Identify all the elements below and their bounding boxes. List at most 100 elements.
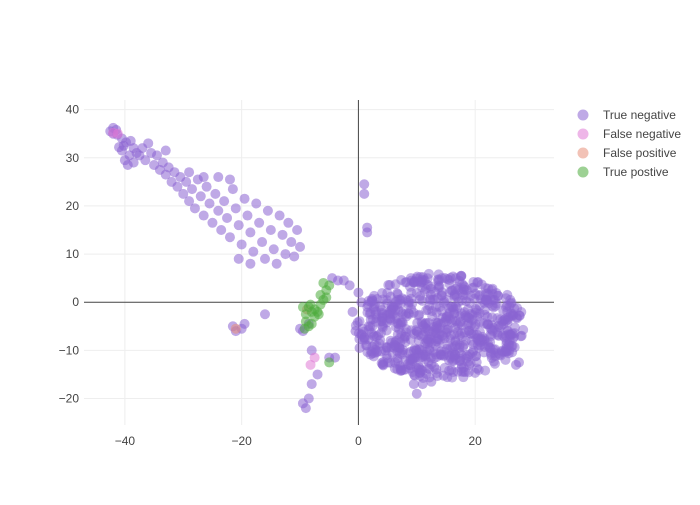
point-true-negative[interactable] (219, 196, 230, 207)
point-true-negative[interactable] (427, 311, 438, 322)
point-true-negative[interactable] (245, 227, 256, 238)
point-true-negative[interactable] (507, 328, 518, 339)
point-true-negative[interactable] (198, 172, 209, 183)
point-true-negative[interactable] (370, 316, 381, 327)
point-true-negative[interactable] (277, 229, 288, 240)
point-true-negative[interactable] (204, 198, 215, 209)
point-true-negative[interactable] (265, 225, 276, 235)
point-true-negative[interactable] (485, 343, 496, 354)
point-true-negative[interactable] (227, 184, 238, 195)
point-true-negative[interactable] (213, 205, 224, 216)
point-true-negative[interactable] (431, 368, 442, 379)
point-true-negative[interactable] (456, 327, 467, 338)
point-true-negative[interactable] (239, 318, 250, 329)
point-true-postive[interactable] (318, 277, 329, 288)
point-true-negative[interactable] (411, 388, 422, 399)
point-true-negative[interactable] (292, 225, 303, 235)
point-true-negative[interactable] (424, 300, 435, 311)
point-true-negative[interactable] (233, 253, 244, 264)
point-true-negative[interactable] (467, 310, 478, 321)
point-true-negative[interactable] (429, 346, 440, 357)
point-true-negative[interactable] (257, 237, 268, 248)
point-true-negative[interactable] (230, 203, 241, 214)
point-true-negative[interactable] (410, 325, 421, 336)
point-true-negative[interactable] (413, 335, 424, 346)
point-true-negative[interactable] (423, 268, 434, 279)
point-true-negative[interactable] (251, 198, 262, 209)
point-true-negative[interactable] (376, 305, 387, 316)
point-true-negative[interactable] (491, 288, 502, 299)
point-true-postive[interactable] (306, 318, 317, 329)
point-true-negative[interactable] (210, 188, 221, 199)
point-true-negative[interactable] (406, 287, 417, 298)
point-true-negative[interactable] (143, 138, 154, 149)
point-true-negative[interactable] (456, 287, 467, 298)
point-true-negative[interactable] (195, 191, 206, 202)
point-true-negative[interactable] (268, 244, 279, 255)
point-true-negative[interactable] (455, 271, 466, 282)
point-true-negative[interactable] (502, 289, 513, 300)
legend-item-true-postive[interactable]: True postive (577, 165, 669, 179)
point-true-negative[interactable] (289, 251, 300, 262)
point-false-positive[interactable] (230, 323, 241, 334)
point-true-negative[interactable] (242, 210, 253, 221)
point-true-negative[interactable] (456, 363, 467, 374)
point-true-negative[interactable] (259, 309, 270, 320)
point-true-negative[interactable] (421, 336, 432, 347)
point-true-negative[interactable] (201, 181, 212, 192)
point-true-negative[interactable] (365, 349, 376, 360)
point-true-negative[interactable] (262, 205, 273, 216)
point-true-negative[interactable] (404, 360, 415, 371)
point-true-negative[interactable] (473, 364, 484, 375)
point-true-negative[interactable] (512, 303, 523, 314)
point-true-negative[interactable] (350, 326, 361, 337)
point-true-negative[interactable] (363, 324, 374, 335)
point-true-negative[interactable] (400, 331, 411, 342)
point-true-negative[interactable] (286, 237, 297, 248)
point-true-negative[interactable] (297, 398, 308, 409)
point-true-negative[interactable] (274, 210, 285, 221)
point-true-negative[interactable] (184, 167, 195, 178)
point-true-negative[interactable] (513, 357, 524, 368)
point-true-negative[interactable] (437, 287, 448, 298)
point-true-negative[interactable] (233, 220, 244, 231)
point-true-negative[interactable] (417, 295, 428, 306)
point-true-negative[interactable] (413, 310, 424, 321)
point-true-negative[interactable] (376, 358, 387, 369)
point-true-negative[interactable] (469, 321, 480, 332)
point-true-postive[interactable] (305, 299, 316, 310)
point-true-negative[interactable] (417, 351, 428, 362)
point-true-negative[interactable] (394, 294, 405, 305)
point-true-negative[interactable] (224, 232, 235, 243)
point-true-negative[interactable] (401, 311, 412, 322)
point-true-negative[interactable] (356, 297, 367, 308)
point-true-negative[interactable] (245, 258, 256, 269)
point-false-negative[interactable] (309, 352, 320, 363)
point-true-negative[interactable] (405, 273, 416, 284)
point-true-negative[interactable] (359, 188, 370, 199)
point-true-negative[interactable] (468, 276, 479, 287)
point-true-negative[interactable] (213, 172, 224, 183)
point-true-negative[interactable] (403, 299, 414, 310)
legend-item-false-negative[interactable]: False negative (577, 127, 682, 141)
point-true-negative[interactable] (353, 287, 364, 298)
point-true-negative[interactable] (417, 365, 428, 376)
point-true-negative[interactable] (198, 210, 209, 221)
point-true-negative[interactable] (362, 227, 373, 238)
point-true-negative[interactable] (382, 298, 393, 309)
point-true-negative[interactable] (448, 367, 459, 378)
point-true-negative[interactable] (494, 349, 505, 360)
point-true-negative[interactable] (429, 286, 440, 297)
point-true-negative[interactable] (408, 379, 419, 390)
point-true-negative[interactable] (248, 246, 259, 257)
point-true-negative[interactable] (476, 279, 487, 290)
point-true-negative[interactable] (390, 279, 401, 290)
point-true-negative[interactable] (181, 176, 192, 187)
point-true-negative[interactable] (306, 379, 317, 390)
point-true-negative[interactable] (280, 249, 291, 260)
point-true-negative[interactable] (397, 347, 408, 358)
point-false-negative[interactable] (112, 128, 123, 139)
point-true-negative[interactable] (114, 142, 125, 153)
point-true-negative[interactable] (259, 253, 270, 264)
point-true-negative[interactable] (222, 212, 233, 223)
